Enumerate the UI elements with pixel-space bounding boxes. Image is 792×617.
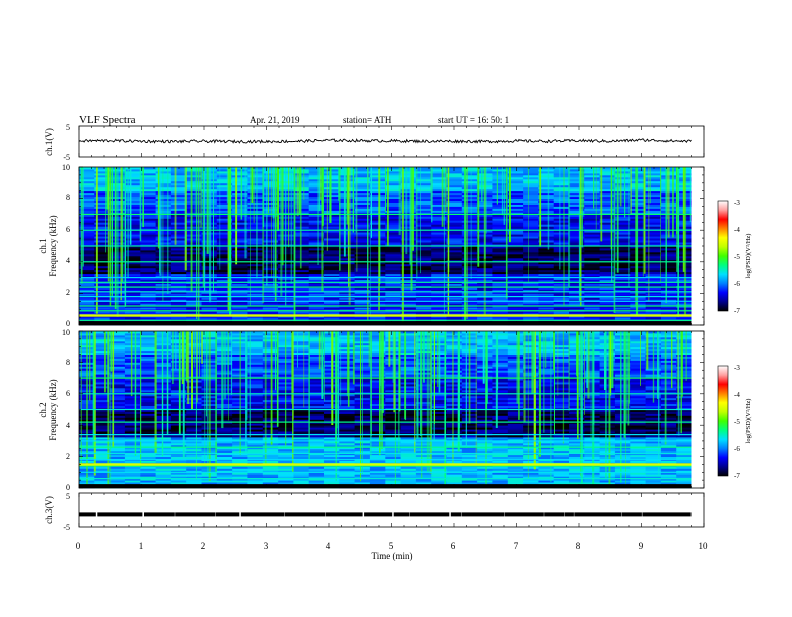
ch2-spectrogram-channel-label: ch.2 [38,402,48,417]
x-axis-label: Time (min) [372,551,413,561]
ch3-ytick-top: 5 [66,492,70,501]
ch2-spectrogram-ylabel: Frequency (kHz) [48,379,58,440]
ch2-spec-ytick-2: 2 [66,452,70,461]
ch2-spec-ytick-4: 4 [66,421,70,430]
xtick-3: 3 [264,541,269,551]
ch1-waveform-ylabel: ch.1(V) [44,128,54,156]
ch1-spec-ytick-0: 0 [66,319,70,328]
ch2-cbar-tick-7: -7 [734,472,740,480]
ch1-spec-ytick-2: 2 [66,288,70,297]
ch2-colorbar: -3 -4 -5 -6 -7 log(PSD)(V²/Hz) [717,364,752,480]
ch1-spec-ytick-8: 8 [66,193,70,202]
ch1-spectrogram-ylabel: Frequency (kHz) [48,215,58,276]
ch1-spectrogram-yticks: 0 2 4 6 8 10 [62,163,70,328]
ch1-spectrogram-channel-label: ch.1 [38,238,48,253]
xtick-8: 8 [576,541,581,551]
ch3-waveform-panel: 5 -5 ch.3(V) [44,492,705,532]
ch2-spectrogram-yticks: 0 2 4 6 8 10 [62,328,70,492]
xtick-2: 2 [201,541,206,551]
ch1-cbar-tick-4: -4 [734,226,740,234]
ch3-waveform-frame [78,492,705,528]
ch1-cbar-tick-3: -3 [734,199,740,207]
ch1-ytick-top: 5 [66,123,70,132]
time-axis: 0 1 2 3 4 5 6 7 8 9 10 Time (min) [76,541,708,561]
ch1-spec-ytick-4: 4 [66,256,70,265]
xtick-4: 4 [326,541,331,551]
xtick-6: 6 [451,541,456,551]
ch2-spec-ytick-10: 10 [62,328,70,337]
ch3-waveform-ylabel: ch.3(V) [44,496,54,524]
ch1-colorbar-gradient [717,200,729,312]
ch2-cbar-tick-5: -5 [734,418,740,426]
ch1-ytick-bottom: -5 [63,153,70,162]
ch2-spec-ytick-6: 6 [66,389,70,398]
chart-title: VLF Spectra [79,114,136,126]
ch2-spec-ytick-8: 8 [66,358,70,367]
ch1-cbar-tick-6: -6 [734,280,740,288]
ch2-spec-ytick-0: 0 [66,483,70,492]
start-time-label: start UT = 16: 50: 1 [438,115,509,125]
ch2-cbar-tick-3: -3 [734,364,740,372]
ch1-waveform-panel: 5 -5 ch.1(V) [44,123,705,162]
ch1-cbar-tick-5: -5 [734,253,740,261]
ch1-waveform-line [78,138,692,144]
ch1-spec-ytick-6: 6 [66,225,70,234]
ch2-cbar-tick-6: -6 [734,445,740,453]
ch1-cbar-tick-7: -7 [734,307,740,315]
xtick-5: 5 [389,541,394,551]
xtick-7: 7 [514,541,519,551]
ch3-ytick-bottom: -5 [63,523,70,532]
ch2-spectrogram-image [79,331,704,489]
ch2-cbar-tick-4: -4 [734,391,740,399]
ch2-colorbar-label: log(PSD)(V²/Hz) [745,399,752,444]
date-label: Apr. 21, 2019 [250,115,300,125]
ch1-spectrogram-image [79,167,704,326]
ch1-spec-ytick-10: 10 [62,163,70,172]
ch1-spectrogram-panel: 0 2 4 6 8 10 ch.1 Frequency (kHz) [38,163,705,328]
ch2-spectrogram-panel: 0 2 4 6 8 10 ch.2 Frequency (kHz) [38,328,705,492]
ch1-colorbar: -3 -4 -5 -6 -7 log(PSD)(V²/Hz) [717,199,752,315]
ch3-waveform-line [79,512,692,517]
xtick-0: 0 [76,541,81,551]
station-label: station= ATH [343,115,392,125]
tick-marks [78,126,705,527]
xtick-1: 1 [139,541,144,551]
xtick-10: 10 [699,541,709,551]
xtick-9: 9 [639,541,644,551]
ch2-colorbar-gradient [717,365,729,477]
ch1-colorbar-label: log(PSD)(V²/Hz) [745,234,752,279]
